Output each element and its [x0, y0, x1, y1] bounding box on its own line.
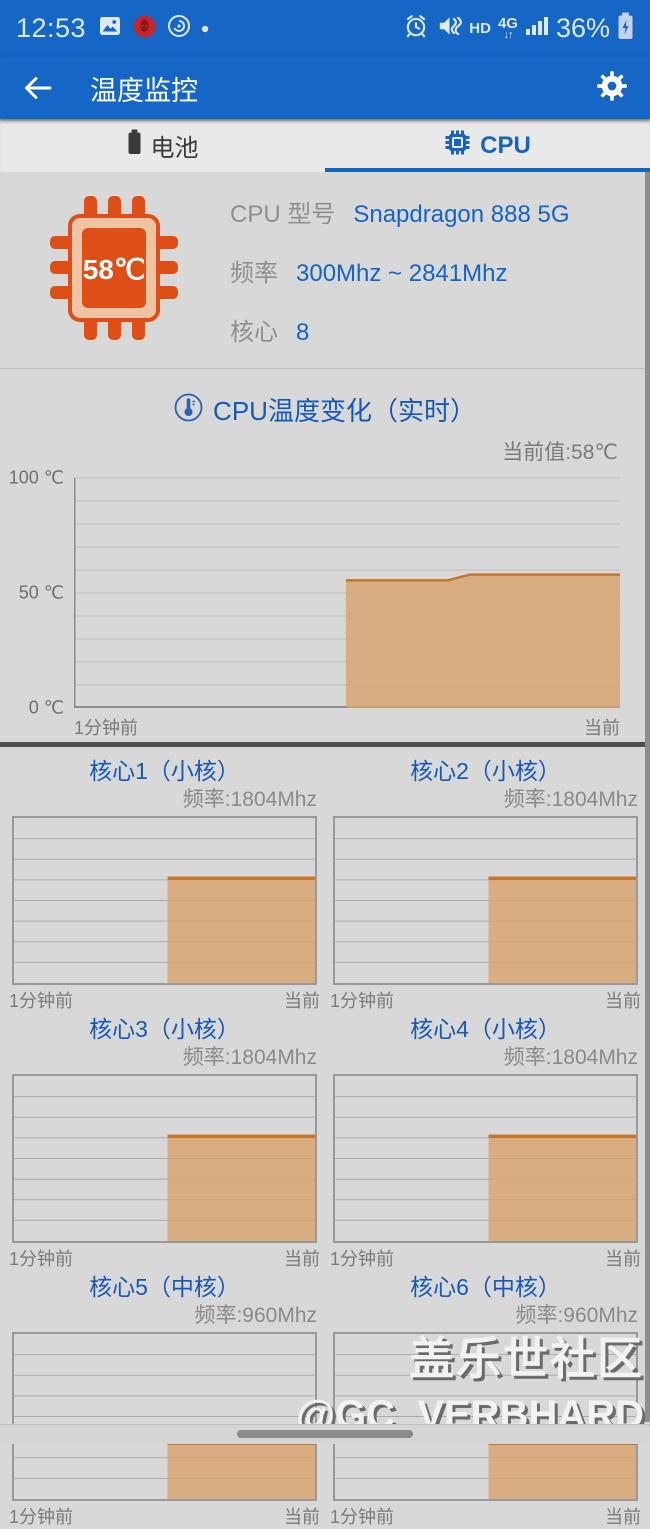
core-area-plot: [14, 1354, 315, 1499]
cpu-frequency-value: 300Mhz ~ 2841Mhz: [296, 259, 508, 287]
x-axis-end-label: 当前: [284, 1507, 320, 1527]
y-tick-0: 0 ℃: [28, 697, 64, 718]
x-axis-end-label: 当前: [605, 991, 641, 1011]
core-area-plot: [14, 1096, 315, 1241]
active-tab-indicator: [325, 168, 650, 172]
core-title: 核心5（中核）: [89, 1274, 240, 1300]
core-title: 核心4（小核）: [410, 1016, 561, 1042]
core-frequency-chart: [12, 1332, 317, 1501]
battery-tab-icon: [127, 129, 142, 162]
core-panel: 核心2（小核） 频率:1804Mhz 1分钟前 当前: [330, 747, 641, 1011]
cpu-cores-row: 核心 8: [230, 312, 570, 347]
core-title: 核心1（小核）: [89, 758, 240, 784]
core-frequency-label: 频率:1804Mhz: [182, 1046, 317, 1069]
cpu-model-label: CPU 型号: [230, 200, 336, 228]
status-bar: 12:53 HD 4G ↓↑ 36%: [0, 0, 650, 57]
tab-battery-label: 电池: [150, 135, 199, 162]
core-title: 核心6（中核）: [410, 1274, 561, 1300]
current-temp-value: 当前值:58℃: [502, 441, 618, 464]
cores-grid: 核心1（小核） 频率:1804Mhz 1分钟前 当前 核心2（小核） 频率:18…: [0, 747, 650, 1527]
core-frequency-label: 频率:1804Mhz: [182, 788, 317, 811]
cpu-temperature-chip-icon: 58℃: [48, 190, 180, 351]
temp-area-plot: [74, 477, 620, 708]
home-indicator[interactable]: [237, 1430, 413, 1438]
navigation-bar: [0, 1424, 650, 1444]
red-app-icon: [132, 14, 157, 44]
tab-cpu-label: CPU: [480, 131, 531, 159]
core-frequency-chart: [333, 1332, 638, 1501]
x-axis-end-label: 当前: [284, 1249, 320, 1269]
cpu-temperature-chart: 100 ℃ 50 ℃ 0 ℃ 1分钟前 当前: [0, 467, 650, 738]
core-frequency-label: 频率:1804Mhz: [503, 1046, 638, 1069]
tab-bar: 电池 CPU: [0, 119, 650, 172]
tab-battery[interactable]: 电池: [0, 119, 325, 172]
cpu-model-value: Snapdragon 888 5G: [353, 200, 570, 228]
x-axis-start-label: 1分钟前: [9, 1249, 74, 1269]
core-area-plot: [14, 838, 315, 983]
x-axis-end-label: 当前: [584, 718, 620, 738]
battery-charging-icon: [617, 12, 634, 45]
hd-indicator: HD: [469, 20, 491, 37]
network-4g-icon: 4G ↓↑: [497, 15, 518, 41]
core-panel: 核心1（小核） 频率:1804Mhz 1分钟前 当前: [9, 747, 320, 1011]
cpu-chip-tab-icon: [444, 129, 471, 163]
y-tick-50: 50 ℃: [18, 582, 64, 603]
x-axis-end-label: 当前: [284, 991, 320, 1011]
x-axis-start-label: 1分钟前: [330, 1507, 395, 1527]
notification-dot: [201, 20, 209, 38]
core-area-plot: [335, 1096, 636, 1241]
music-app-icon: [167, 14, 191, 43]
core-frequency-chart: [333, 816, 638, 985]
x-axis-end-label: 当前: [605, 1507, 641, 1527]
section-divider: [0, 742, 650, 747]
x-axis-end-label: 当前: [605, 1249, 641, 1269]
core-frequency-label: 频率:960Mhz: [194, 1304, 317, 1327]
core-frequency-chart: [333, 1074, 638, 1243]
core-title: 核心2（小核）: [410, 758, 561, 784]
core-frequency-chart: [12, 1074, 317, 1243]
thermometer-icon: [174, 393, 203, 427]
y-tick-100: 100 ℃: [8, 467, 64, 488]
core-area-plot: [335, 1354, 636, 1499]
cpu-cores-label: 核心: [230, 318, 278, 346]
core-frequency-chart: [12, 816, 317, 985]
vibrate-mute-icon: [436, 13, 463, 44]
core-frequency-label: 频率:1804Mhz: [503, 788, 638, 811]
app-bar: 温度监控: [0, 57, 650, 119]
core-panel: 核心6（中核） 频率:960Mhz 1分钟前 当前: [330, 1263, 641, 1527]
cpu-frequency-row: 频率 300Mhz ~ 2841Mhz: [230, 253, 570, 288]
cpu-temperature-section: CPU温度变化（实时） 当前值:58℃ 100 ℃ 50 ℃ 0 ℃ 1分钟前 …: [0, 369, 650, 742]
scrollbar-thumb[interactable]: [645, 172, 650, 1422]
battery-percent-text: 36%: [555, 13, 610, 43]
x-axis-start-label: 1分钟前: [330, 1249, 395, 1269]
signal-icon: [525, 15, 549, 42]
alarm-icon: [403, 13, 429, 44]
cpu-cores-value: 8: [296, 318, 310, 346]
x-axis-start-label: 1分钟前: [74, 718, 139, 738]
core-panel: 核心3（小核） 频率:1804Mhz 1分钟前 当前: [9, 1005, 320, 1269]
settings-gear-icon[interactable]: [596, 70, 628, 107]
clock-text: 12:53: [16, 13, 87, 43]
temp-chart-title: CPU温度变化（实时）: [213, 396, 476, 426]
chip-temp-text: 58℃: [83, 254, 146, 285]
core-area-plot: [335, 838, 636, 983]
back-button[interactable]: [22, 74, 54, 102]
x-axis-start-label: 1分钟前: [9, 991, 74, 1011]
x-axis-start-label: 1分钟前: [9, 1507, 74, 1527]
core-frequency-label: 频率:960Mhz: [515, 1304, 638, 1327]
cpu-info-panel: 58℃ CPU 型号 Snapdragon 888 5G 频率 300Mhz ~…: [0, 172, 650, 369]
page-title: 温度监控: [90, 75, 198, 106]
cpu-model-row: CPU 型号 Snapdragon 888 5G: [230, 194, 570, 229]
tab-cpu[interactable]: CPU: [325, 119, 650, 172]
gallery-icon: [98, 14, 122, 43]
core-panel: 核心4（小核） 频率:1804Mhz 1分钟前 当前: [330, 1005, 641, 1269]
x-axis-start-label: 1分钟前: [330, 991, 395, 1011]
core-title: 核心3（小核）: [89, 1016, 240, 1042]
cpu-frequency-label: 频率: [230, 259, 278, 287]
core-panel: 核心5（中核） 频率:960Mhz 1分钟前 当前: [9, 1263, 320, 1527]
